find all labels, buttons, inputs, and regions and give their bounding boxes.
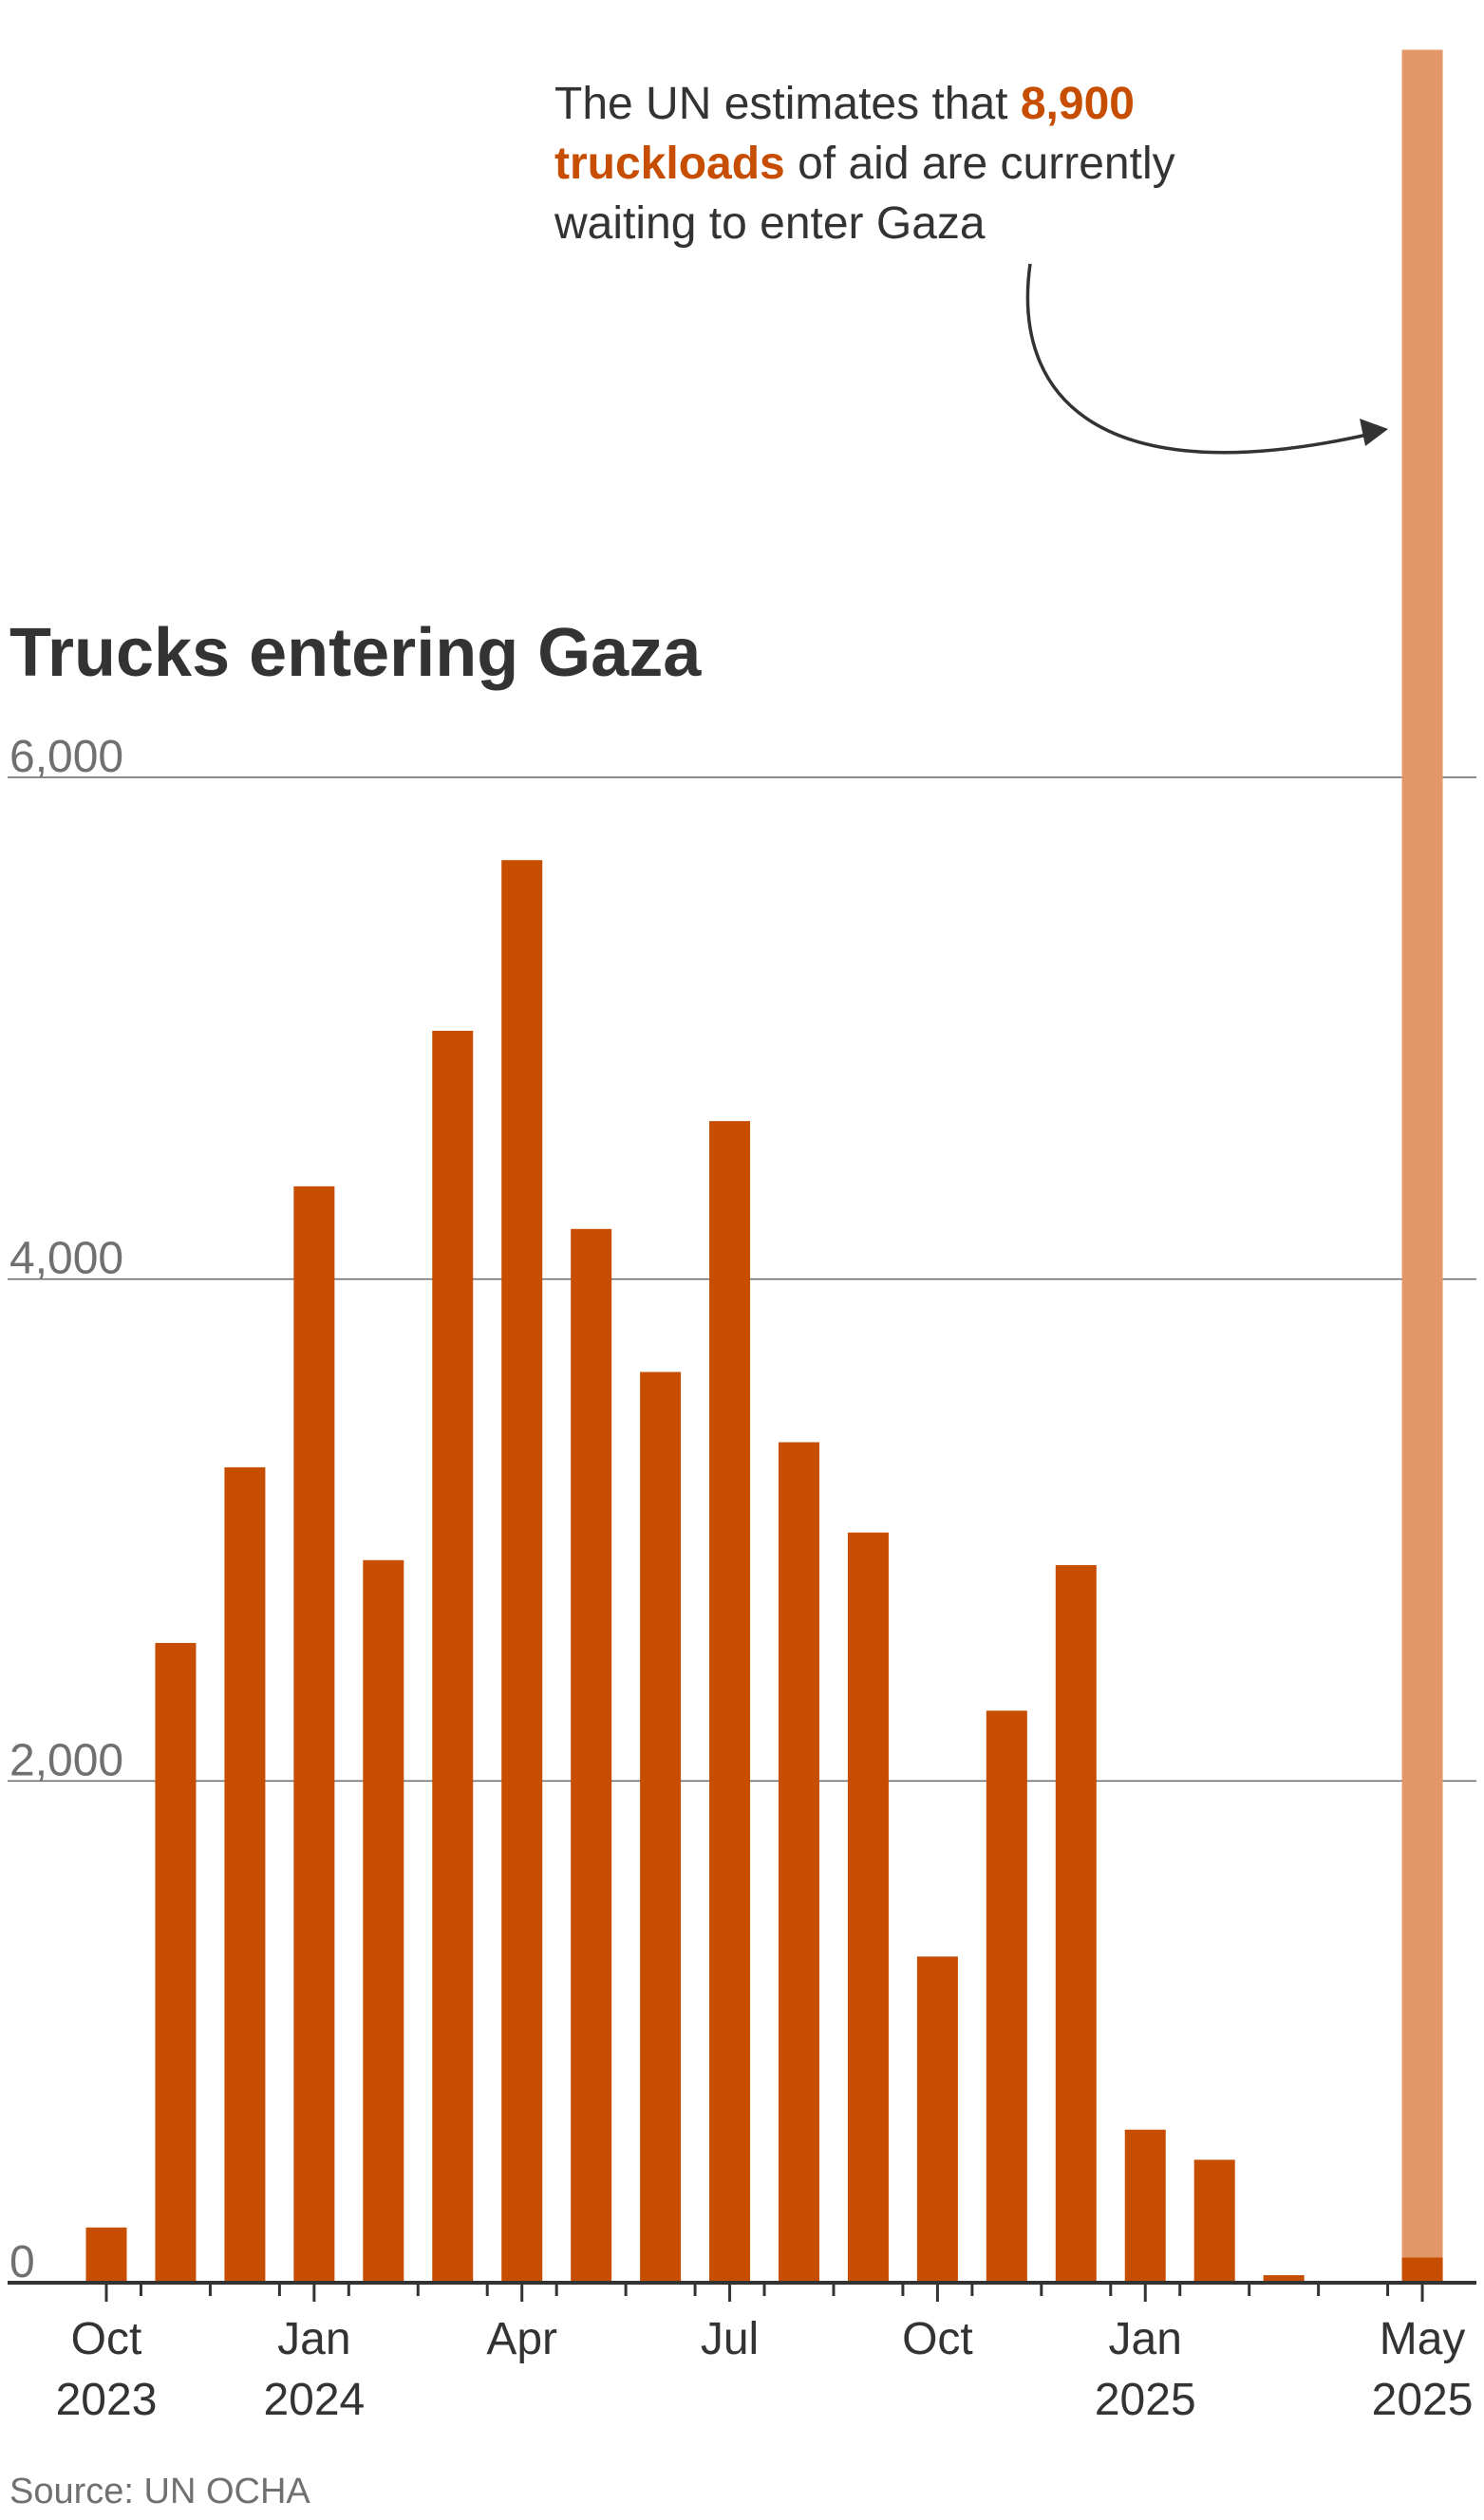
bar-apr-2024 xyxy=(501,860,543,2283)
bar-oct-2023 xyxy=(85,2227,127,2283)
bar-nov-2024 xyxy=(986,1710,1027,2283)
bar-aug-2024 xyxy=(779,1442,819,2283)
source-note: Source: UN OCHA xyxy=(9,2472,310,2511)
highlight-bar xyxy=(1401,49,1443,2283)
x-tick-label-month: Jan xyxy=(277,2314,350,2364)
annotation-line2-suffix: of aid are currently xyxy=(785,139,1175,189)
bar-dec-2023 xyxy=(224,1466,266,2283)
y-tick-label: 4,000 xyxy=(9,1234,123,1284)
x-tick-label-month: May xyxy=(1380,2314,1466,2364)
bar-nov-2023 xyxy=(155,1642,197,2283)
x-tick-label-month: Oct xyxy=(71,2314,142,2364)
bar-oct-2024 xyxy=(916,1956,958,2283)
annotation-line3: waiting to enter Gaza xyxy=(554,198,986,249)
highlight-layer xyxy=(1401,49,1443,2283)
x-tick-label-year: 2025 xyxy=(1372,2375,1474,2425)
y-tick-label: 2,000 xyxy=(9,1735,123,1785)
x-tick-label-year: 2023 xyxy=(56,2375,158,2425)
x-tick-label-month: Jul xyxy=(701,2314,759,2364)
bar-feb-2024 xyxy=(363,1559,404,2283)
x-tick-label-month: Jan xyxy=(1109,2314,1182,2364)
axis-layer: Oct 2023 Jan 2024 Apr Jul Oct Jan 2025 May 2025 xyxy=(8,2281,1476,2425)
y-tick-label: 0 xyxy=(9,2237,35,2287)
x-tick-label-year: 2024 xyxy=(263,2375,365,2425)
bar-jun-2024 xyxy=(640,1372,682,2283)
chart-title: Trucks entering Gaza xyxy=(9,615,702,691)
bar-sep-2024 xyxy=(847,1532,889,2283)
bar-jul-2024 xyxy=(709,1121,751,2283)
annotation-highlight-word: truckloads xyxy=(554,139,785,189)
bar-dec-2024 xyxy=(1055,1565,1097,2283)
annotation-value: 8,900 xyxy=(1021,79,1135,129)
annotation-line1-prefix: The UN estimates that xyxy=(554,79,1021,129)
bar-layer xyxy=(85,860,1443,2283)
y-tick-label: 6,000 xyxy=(9,732,123,782)
bar-jan-2025 xyxy=(1124,2129,1166,2283)
bar-feb-2025 xyxy=(1193,2159,1235,2283)
grid-layer: 0 2,000 4,000 6,000 xyxy=(8,732,1476,2287)
annotation-text: The UN estimates that 8,900 truckloads o… xyxy=(554,79,1188,249)
x-tick-label-month: Apr xyxy=(486,2314,557,2364)
bar-jan-2024 xyxy=(293,1185,335,2283)
x-tick-label-year: 2025 xyxy=(1095,2375,1196,2425)
bar-mar-2024 xyxy=(432,1030,474,2283)
bar-mar-2025 xyxy=(1263,2275,1305,2283)
bar-may-2024 xyxy=(571,1228,612,2283)
bar-may-2025 xyxy=(1401,2257,1443,2283)
x-tick-label-month: Oct xyxy=(902,2314,973,2364)
annotation-arrow xyxy=(1025,263,1388,455)
arrow-head-icon xyxy=(1360,419,1388,446)
